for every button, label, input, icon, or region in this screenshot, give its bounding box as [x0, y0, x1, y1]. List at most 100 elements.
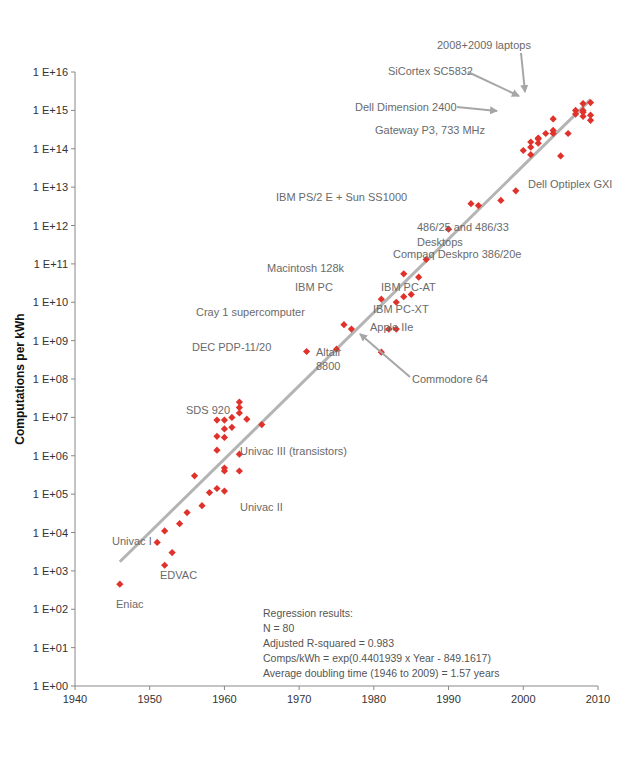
annotation: Commodore 64	[412, 373, 488, 385]
y-tick-label: 1 E+08	[33, 373, 68, 385]
data-point	[183, 509, 190, 516]
annotation: IBM PC	[295, 281, 333, 293]
x-tick	[523, 686, 524, 690]
data-point	[572, 107, 579, 114]
y-tick	[71, 686, 75, 687]
data-point	[587, 99, 594, 106]
y-tick	[71, 647, 75, 648]
annotation: Cray 1 supercomputer	[196, 306, 305, 318]
y-tick-label: 1 E+06	[33, 450, 68, 462]
y-tick-label: 1 E+03	[33, 565, 68, 577]
annotation: Univac III (transistors)	[240, 445, 347, 457]
y-tick-label: 1 E+13	[33, 181, 68, 193]
data-point	[520, 147, 527, 154]
data-point	[348, 325, 355, 332]
x-tick-label: 2000	[511, 693, 535, 705]
data-point	[213, 416, 220, 423]
annotation: 486/25 and 486/33	[417, 221, 509, 233]
regression-note: Comps/kWh = exp(0.4401939 x Year - 849.1…	[263, 652, 491, 664]
x-tick	[448, 686, 449, 690]
data-point	[258, 421, 265, 428]
y-tick	[71, 455, 75, 456]
y-tick-label: 1 E+11	[34, 258, 68, 270]
annotation: Desktops	[417, 236, 463, 248]
data-point	[236, 467, 243, 474]
y-tick	[71, 340, 75, 341]
data-point	[243, 416, 250, 423]
y-tick	[71, 225, 75, 226]
annotation: Macintosh 128k	[267, 262, 345, 274]
data-point	[378, 296, 385, 303]
x-axis	[75, 686, 598, 687]
data-point	[221, 425, 228, 432]
data-point	[400, 270, 407, 277]
y-tick-label: 1 E+04	[33, 527, 68, 539]
y-tick	[71, 379, 75, 380]
data-point	[236, 404, 243, 411]
y-tick	[71, 302, 75, 303]
y-tick-label: 1 E+10	[33, 296, 68, 308]
y-tick	[71, 609, 75, 610]
y-tick	[71, 110, 75, 111]
data-point	[415, 274, 422, 281]
data-point	[467, 200, 474, 207]
y-tick	[71, 148, 75, 149]
data-point	[169, 549, 176, 556]
y-tick-label: 1 E+14	[33, 143, 68, 155]
annotation: DEC PDP-11/20	[192, 341, 271, 353]
x-tick-label: 1970	[287, 693, 311, 705]
data-point	[535, 140, 542, 147]
annotation: 2008+2009 laptops	[437, 39, 531, 51]
annotation: SiCortex SC5832	[388, 65, 473, 77]
x-tick	[224, 686, 225, 690]
y-axis-label: Computations per kWh	[13, 313, 27, 444]
annotation-arrow	[360, 334, 410, 377]
data-point	[400, 293, 407, 300]
data-point	[213, 485, 220, 492]
data-point	[475, 202, 482, 209]
y-tick	[71, 494, 75, 495]
x-tick	[598, 686, 599, 690]
data-point	[527, 138, 534, 145]
data-point	[206, 489, 213, 496]
annotation: Dell Dimension 2400	[355, 101, 457, 113]
y-tick	[71, 570, 75, 571]
y-tick-label: 1 E+00	[33, 680, 68, 692]
regression-note: Adjusted R-squared = 0.983	[263, 637, 394, 649]
annotation: EDVAC	[160, 569, 197, 581]
data-point	[587, 117, 594, 124]
chart: 1 E+001 E+011 E+021 E+031 E+041 E+051 E+…	[0, 0, 631, 767]
y-tick-label: 1 E+07	[33, 411, 68, 423]
data-point	[154, 539, 161, 546]
y-tick	[71, 263, 75, 264]
data-point	[221, 487, 228, 494]
x-tick-label: 1950	[137, 693, 161, 705]
x-tick	[373, 686, 374, 690]
data-point	[116, 581, 123, 588]
annotation: Univac II	[240, 501, 283, 513]
data-point	[497, 197, 504, 204]
annotation: Eniac	[116, 598, 144, 610]
data-point	[565, 130, 572, 137]
x-tick-label: 2010	[586, 693, 610, 705]
annotation-arrow	[457, 107, 497, 111]
x-tick	[149, 686, 150, 690]
annotation: Gateway P3, 733 MHz	[375, 124, 485, 136]
data-point	[579, 100, 586, 107]
data-point	[191, 472, 198, 479]
data-point	[228, 424, 235, 431]
data-point	[512, 187, 519, 194]
regression-note: Regression results:	[263, 607, 353, 619]
regression-note: Average doubling time (1946 to 2009) = 1…	[263, 667, 500, 679]
y-tick-label: 1 E+16	[33, 66, 68, 78]
data-point	[213, 447, 220, 454]
annotation: 8800	[316, 360, 340, 372]
x-tick	[299, 686, 300, 690]
x-tick	[75, 686, 76, 690]
data-point	[579, 113, 586, 120]
data-point	[161, 527, 168, 534]
data-point	[176, 520, 183, 527]
y-tick-label: 1 E+05	[33, 488, 68, 500]
data-point	[557, 152, 564, 159]
y-tick	[71, 72, 75, 73]
